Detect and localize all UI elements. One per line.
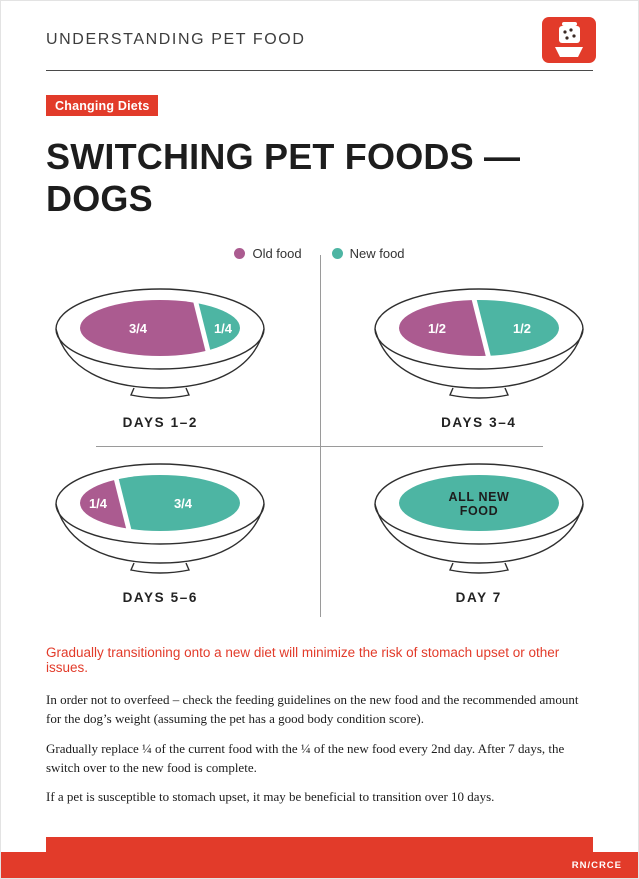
header: UNDERSTANDING PET FOOD [46, 17, 596, 63]
bowl-diagram-days-5-6: 1/4 3/4 [50, 458, 270, 580]
old-food-dot-icon [234, 248, 246, 259]
svg-text:1/4: 1/4 [89, 496, 108, 511]
svg-text:1/2: 1/2 [428, 321, 446, 336]
bowl-cell-days-3-4: 1/2 1/2 DAYS 3–4 [320, 271, 639, 446]
bowl-label: DAYS 5–6 [122, 590, 198, 605]
bowl-diagram-days-1-2: 3/4 1/4 [50, 283, 270, 405]
svg-text:3/4: 3/4 [129, 321, 148, 336]
svg-text:1/4: 1/4 [214, 321, 233, 336]
vertical-divider [319, 255, 321, 617]
legend-old-food: Old food [234, 246, 302, 261]
header-divider [46, 70, 593, 71]
legend-old-food-label: Old food [252, 246, 302, 261]
legend: Old food New food [1, 246, 638, 261]
bowl-cell-days-5-6: 1/4 3/4 DAYS 5–6 [1, 446, 320, 621]
bowls-grid: 3/4 1/4 DAYS 1–2 1/2 1/2 DAYS 3–4 1/4 3/4 D… [1, 255, 639, 621]
bottom-red-bar: RN/CRCE [1, 852, 638, 878]
bowl-cell-day-7: ALL NEW FOOD DAY 7 [320, 446, 639, 621]
horizontal-divider [96, 446, 543, 447]
new-food-dot-icon [331, 248, 343, 259]
legend-new-food-label: New food [349, 246, 405, 261]
svg-text:ALL NEW: ALL NEW [448, 490, 509, 504]
svg-text:3/4: 3/4 [174, 496, 193, 511]
bowl-diagram-days-3-4: 1/2 1/2 [369, 283, 589, 405]
legend-new-food: New food [331, 246, 405, 261]
bowl-label: DAYS 3–4 [441, 415, 517, 430]
header-title: UNDERSTANDING PET FOOD [46, 31, 306, 48]
bowl-cell-days-1-2: 3/4 1/4 DAYS 1–2 [1, 271, 320, 446]
bowl-label: DAY 7 [455, 590, 502, 605]
page-title: SWITCHING PET FOODS — DOGS [46, 136, 521, 219]
paragraph-sensitive: If a pet is susceptible to stomach upset… [46, 789, 495, 805]
highlight-text: Gradually transitioning onto a new diet … [46, 645, 560, 675]
bowl-diagram-day-7: ALL NEW FOOD [369, 458, 589, 580]
document-code: RN/CRCE [571, 859, 622, 871]
paragraph-overfeed: In order not to overfeed – check the fee… [46, 692, 579, 726]
bowl-label: DAYS 1–2 [122, 415, 198, 430]
svg-text:FOOD: FOOD [459, 504, 498, 518]
pet-food-container-icon [542, 17, 596, 63]
paragraph-replace: Gradually replace ¼ of the current food … [46, 740, 565, 775]
section-badge: Changing Diets [46, 95, 159, 116]
svg-text:1/2: 1/2 [513, 321, 531, 336]
